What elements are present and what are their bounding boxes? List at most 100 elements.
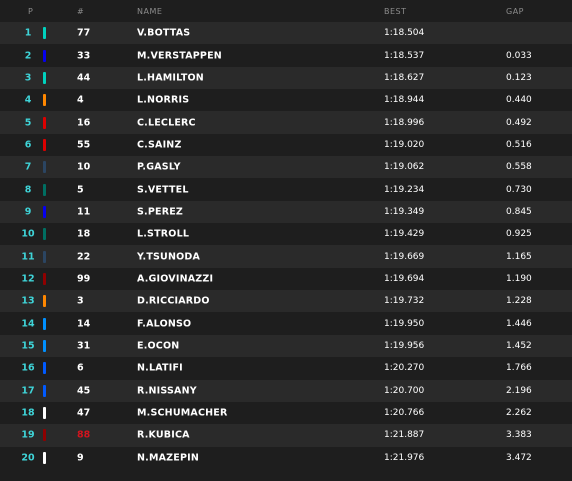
car-number-cell: 44 [77,72,91,84]
driver-name-cell: V.BOTTAS [137,27,191,39]
gap-cell: 2.196 [506,385,532,396]
header-name: NAME [137,7,163,16]
gap-cell: 0.033 [506,50,532,61]
table-row[interactable]: 15 31 E.OCON 1:19.956 1.452 [0,334,572,358]
gap-cell: 0.516 [506,139,532,150]
table-row[interactable]: 2 33 M.VERSTAPPEN 1:18.537 0.033 [0,44,572,67]
table-row[interactable]: 4 4 L.NORRIS 1:18.944 0.440 [0,89,572,112]
table-row[interactable]: 5 16 C.LECLERC 1:18.996 0.492 [0,111,572,134]
driver-name-cell: L.STROLL [137,228,190,240]
table-row[interactable]: 7 10 P.GASLY 1:19.062 0.558 [0,156,572,179]
driver-name-cell: N.LATIFI [137,362,183,374]
best-time-cell: 1:19.020 [384,139,425,150]
table-row[interactable]: 13 3 D.RICCIARDO 1:19.732 1.228 [0,290,572,313]
car-number-cell: 11 [77,206,91,218]
driver-name-cell: S.VETTEL [137,184,189,196]
best-time-cell: 1:19.669 [384,251,425,262]
position-cell: 17 [21,385,35,397]
car-number-cell: 47 [77,407,91,419]
team-color-bar [43,295,46,308]
car-number-cell: 18 [77,228,91,240]
position-cell: 7 [24,161,32,173]
car-number-cell: 22 [77,251,91,263]
gap-cell: 1.766 [506,363,532,374]
position-cell: 8 [24,184,32,196]
car-number-cell: 5 [77,184,84,196]
best-time-cell: 1:19.956 [384,340,425,351]
header-gap: GAP [506,7,524,16]
team-color-bar [43,183,46,196]
best-time-cell: 1:19.429 [384,229,425,240]
table-row[interactable]: 18 47 M.SCHUMACHER 1:20.766 2.262 [0,401,572,425]
table-row[interactable]: 19 88 R.KUBICA 1:21.887 3.383 [0,424,572,447]
team-color-bar [43,27,46,40]
table-row[interactable]: 9 11 S.PEREZ 1:19.349 0.845 [0,200,572,224]
gap-cell: 1.452 [506,340,532,351]
best-time-cell: 1:18.627 [384,72,425,83]
table-row[interactable]: 17 45 R.NISSANY 1:20.700 2.196 [0,379,572,402]
table-row[interactable]: 10 18 L.STROLL 1:19.429 0.925 [0,223,572,246]
gap-cell: 3.472 [506,452,532,463]
driver-name-cell: L.HAMILTON [137,72,204,84]
table-row[interactable]: 20 9 N.MAZEPIN 1:21.976 3.472 [0,446,572,469]
gap-cell: 0.492 [506,117,532,128]
gap-cell: 0.123 [506,72,532,83]
team-color-bar [43,429,46,442]
car-number-cell: 9 [77,452,84,464]
gap-cell: 1.190 [506,273,532,284]
best-time-cell: 1:19.732 [384,296,425,307]
gap-cell: 1.165 [506,251,532,262]
position-cell: 19 [21,429,35,441]
table-row[interactable]: 12 99 A.GIOVINAZZI 1:19.694 1.190 [0,267,572,291]
table-row[interactable]: 16 6 N.LATIFI 1:20.270 1.766 [0,357,572,380]
table-row[interactable]: 8 5 S.VETTEL 1:19.234 0.730 [0,178,572,201]
header-number: # [77,7,85,16]
team-color-bar [43,250,46,263]
position-cell: 12 [21,273,35,285]
driver-name-cell: C.LECLERC [137,117,196,129]
table-row[interactable]: 1 77 V.BOTTAS 1:18.504 [0,22,572,45]
table-row[interactable]: 11 22 Y.TSUNODA 1:19.669 1.165 [0,245,572,268]
table-header: P # NAME BEST GAP [0,0,572,22]
car-number-cell: 4 [77,94,84,106]
gap-cell: 0.845 [506,206,532,217]
position-cell: 13 [21,295,35,307]
best-time-cell: 1:20.270 [384,363,425,374]
table-row[interactable]: 14 14 F.ALONSO 1:19.950 1.446 [0,312,572,335]
best-time-cell: 1:21.887 [384,430,425,441]
car-number-cell: 77 [77,27,91,39]
car-number-cell: 45 [77,385,91,397]
position-cell: 2 [24,50,32,62]
best-time-cell: 1:19.349 [384,206,425,217]
table-row[interactable]: 3 44 L.HAMILTON 1:18.627 0.123 [0,66,572,90]
car-number-cell: 55 [77,139,91,151]
position-cell: 15 [21,340,35,352]
car-number-cell: 6 [77,362,84,374]
table-row[interactable]: 6 55 C.SAINZ 1:19.020 0.516 [0,133,572,157]
driver-name-cell: C.SAINZ [137,139,182,151]
driver-name-cell: Y.TSUNODA [137,251,201,263]
team-color-bar [43,94,46,107]
team-color-bar [43,362,46,375]
driver-name-cell: R.KUBICA [137,429,190,441]
best-time-cell: 1:20.766 [384,408,425,419]
team-color-bar [43,116,46,129]
car-number-cell: 33 [77,50,91,62]
team-color-bar [43,339,46,352]
car-number-cell: 31 [77,340,91,352]
best-time-cell: 1:18.504 [384,28,425,39]
team-color-bar [43,451,46,464]
team-color-bar [43,161,46,174]
position-cell: 6 [24,139,32,151]
team-color-bar [43,49,46,62]
best-time-cell: 1:19.062 [384,162,425,173]
team-color-bar [43,138,46,151]
position-cell: 10 [21,228,35,240]
team-color-bar [43,272,46,285]
position-cell: 20 [21,452,35,464]
gap-cell: 2.262 [506,408,532,419]
position-cell: 9 [24,206,32,218]
driver-name-cell: M.SCHUMACHER [137,407,228,419]
driver-name-cell: E.OCON [137,340,180,352]
